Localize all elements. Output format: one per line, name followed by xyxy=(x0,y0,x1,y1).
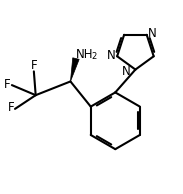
Text: 2: 2 xyxy=(91,52,96,61)
Text: N: N xyxy=(107,49,116,62)
Polygon shape xyxy=(70,58,79,81)
Text: N: N xyxy=(148,27,157,40)
Text: F: F xyxy=(8,101,15,114)
Text: NH: NH xyxy=(76,48,94,61)
Text: F: F xyxy=(31,59,37,72)
Text: N: N xyxy=(122,65,131,78)
Text: F: F xyxy=(4,78,11,91)
